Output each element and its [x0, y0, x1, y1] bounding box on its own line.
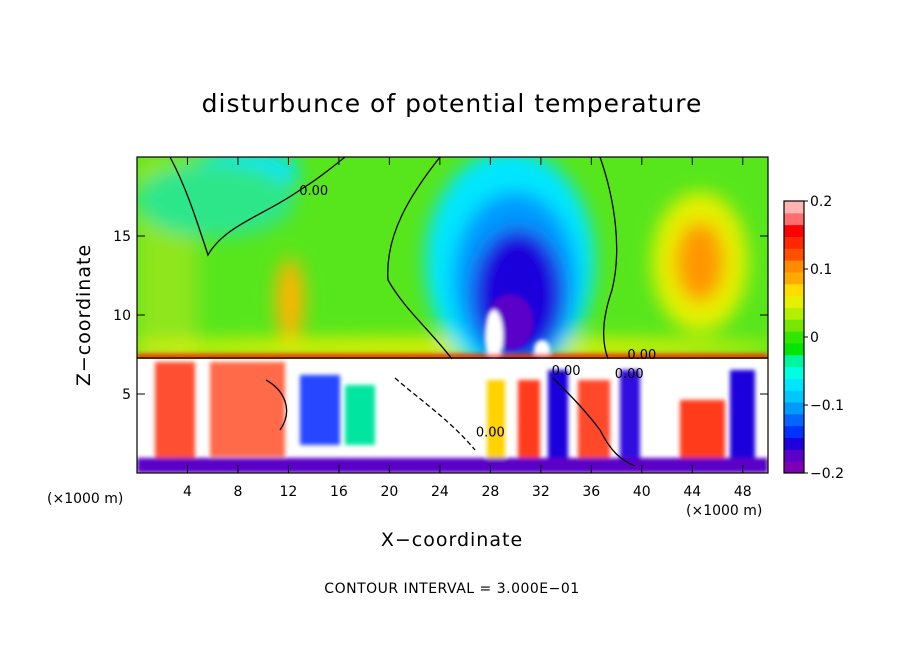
lower-white-a: [380, 370, 470, 450]
lower-yellow-a: [487, 380, 505, 466]
lower-green-a: [345, 385, 375, 445]
colorbar-swatch: [784, 283, 804, 297]
x-tick-label: 44: [683, 484, 701, 500]
x-tick-label: 20: [380, 484, 398, 500]
x-tick-label: 40: [633, 484, 651, 500]
colorbar-swatch: [784, 295, 804, 308]
colorbar: [784, 201, 804, 474]
y-tick-label: 10: [113, 308, 131, 324]
lower-red-left: [155, 362, 195, 467]
inversion-red: [137, 354, 768, 359]
colorbar-swatch: [784, 271, 804, 285]
colorbar-swatch: [784, 390, 804, 403]
field-orange-right: [676, 222, 724, 302]
contour-label: 0.00: [627, 348, 656, 363]
contour-lower-b: [552, 377, 636, 467]
lower-blue-a: [300, 375, 340, 445]
contour-labels: 0.00 0.00 0.00 0.00 0.00: [299, 184, 656, 441]
colorbar-swatch: [784, 402, 804, 415]
colorbar-swatch: [784, 201, 804, 214]
x-tick-label: 12: [280, 484, 298, 500]
x-tick-label: 28: [481, 484, 499, 500]
lower-blue-c: [620, 370, 640, 466]
field-orange-left: [276, 258, 304, 342]
contour-label: 0.00: [476, 426, 505, 441]
colorbar-swatch: [784, 331, 804, 344]
x-tick-label: 4: [183, 484, 192, 500]
colorbar-swatch: [784, 236, 804, 249]
colorbar-swatch: [784, 425, 804, 439]
colorbar-tick-label: 0.2: [810, 194, 832, 210]
x-unit-right: (×1000 m): [686, 503, 762, 519]
lower-red-mid: [210, 362, 285, 457]
colorbar-swatch: [784, 342, 804, 356]
colorbar-swatch: [784, 307, 804, 320]
contour-lower-a: [394, 377, 476, 451]
colorbar-swatch: [784, 449, 804, 462]
contour-zero-center: [387, 157, 453, 360]
lower-red-d: [680, 400, 725, 466]
colorbar-swatch: [784, 248, 804, 261]
field-green-top: [137, 162, 295, 238]
contour-lines: [137, 157, 768, 467]
field-white-spike: [485, 310, 503, 362]
colorbar-swatch: [784, 260, 804, 273]
y-axis-ticks: 5 10 15: [113, 229, 768, 403]
colorbar-swatch: [784, 212, 804, 226]
lower-turbulent-field: [137, 359, 768, 473]
y-tick-label: 5: [122, 387, 131, 403]
x-tick-label: 24: [431, 484, 449, 500]
upper-field: [137, 157, 768, 374]
x-axis-label: X−coordinate: [381, 529, 523, 551]
y-axis-label: Z−coordinate: [73, 244, 95, 386]
colorbar-swatch: [784, 354, 804, 368]
contour-label: 0.00: [299, 184, 328, 199]
contour-lower-c: [265, 379, 288, 431]
y-tick-label: 15: [113, 229, 131, 245]
colorbar-swatch: [784, 413, 804, 427]
lower-white-b: [650, 380, 675, 440]
colorbar-tick-label: −0.2: [810, 466, 844, 482]
field-yellow-strip: [137, 338, 768, 358]
colorbar-swatch: [784, 366, 804, 379]
chart-title: disturbunce of potential temperature: [202, 89, 703, 118]
x-tick-label: 48: [734, 484, 752, 500]
x-tick-label: 32: [532, 484, 550, 500]
colorbar-tick-label: 0.1: [810, 262, 832, 278]
contour-label: 0.00: [615, 367, 644, 382]
contour-label: 0.00: [552, 364, 581, 379]
contour-zero-right: [599, 157, 618, 360]
contour-zero-left: [169, 157, 346, 257]
x-tick-label: 16: [330, 484, 348, 500]
lower-purple-bottom: [137, 458, 768, 473]
colorbar-tick-label: 0: [810, 330, 819, 346]
x-unit-left: (×1000 m): [47, 491, 123, 507]
colorbar-swatch: [784, 224, 804, 237]
colorbar-swatch: [784, 437, 804, 450]
colorbar-swatch: [784, 461, 804, 474]
lower-blue-d: [730, 370, 755, 466]
colorbar-swatch: [784, 378, 804, 391]
colorbar-ticks: 0.2 0.1 0 −0.1 −0.2: [804, 194, 844, 482]
heatmap-plot-area: [137, 157, 768, 473]
x-tick-label: 36: [582, 484, 600, 500]
x-axis-ticks: 4 8 12 16 20 24 28 32 36 40 44 48: [183, 157, 752, 500]
upper-detail: [137, 294, 768, 362]
lower-red-b: [518, 380, 540, 466]
colorbar-tick-label: −0.1: [810, 398, 844, 414]
x-tick-label: 8: [233, 484, 242, 500]
lower-blue-b: [548, 370, 568, 466]
colorbar-swatch: [784, 319, 804, 332]
contour-interval-note: CONTOUR INTERVAL = 3.000E−01: [324, 581, 579, 597]
